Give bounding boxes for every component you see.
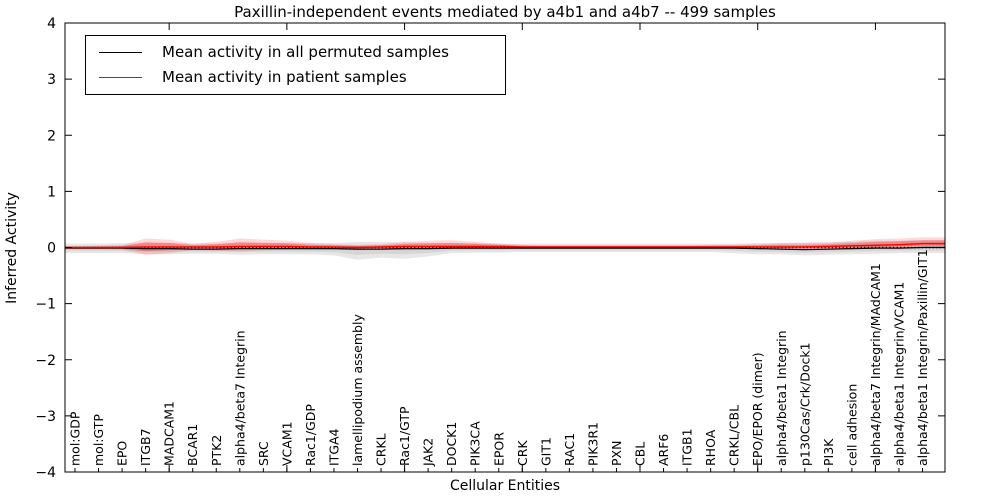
legend-label-patient: Mean activity in patient samples: [162, 68, 407, 87]
x-category-label: ITGA4: [326, 428, 341, 466]
x-category-label: cell adhesion: [844, 384, 859, 466]
x-category-label: EPO: [115, 441, 130, 466]
x-category-label: PI3K: [821, 438, 836, 466]
x-category-label: GIT1: [538, 437, 553, 466]
x-category-label: CRK: [515, 440, 530, 466]
patient-mean-line: [65, 242, 945, 249]
x-category-label: alpha4/beta7 Integrin/MAdCAM1: [868, 263, 883, 466]
patient-band-inner: [65, 240, 945, 252]
x-category-label: alpha4/beta1 Integrin: [774, 330, 789, 466]
legend-line-permuted-icon: [99, 52, 142, 53]
x-category-label: CRKL: [374, 433, 389, 466]
x-category-label: PIK3R1: [585, 422, 600, 466]
legend-entry-patient: Mean activity in patient samples: [86, 69, 505, 86]
x-category-label: CBL: [633, 442, 648, 466]
x-category-label: mol:GDP: [68, 411, 83, 466]
x-category-label: p130Cas/Crk/Dock1: [797, 342, 812, 466]
permuted-band-outer: [65, 240, 945, 260]
legend: Mean activity in all permuted samples Me…: [85, 35, 506, 95]
x-axis-label: Cellular Entities: [449, 478, 561, 494]
x-category-label: ITGB1: [680, 428, 695, 466]
x-category-label: alpha4/beta1 Integrin/Paxillin/GIT1: [915, 249, 930, 466]
y-tick-label: 2: [47, 128, 56, 144]
y-tick-label: −3: [35, 409, 56, 425]
legend-label-permuted: Mean activity in all permuted samples: [162, 43, 449, 62]
x-category-label: lamellipodium assembly: [350, 314, 365, 466]
x-category-label: SRC: [256, 441, 271, 466]
x-category-label: PTK2: [209, 435, 224, 466]
x-category-label: MADCAM1: [162, 401, 177, 466]
y-axis-label: Inferred Activity: [4, 192, 20, 304]
y-tick-label: −2: [35, 353, 56, 369]
y-tick-label: −1: [35, 297, 56, 313]
x-category-label: EPOR: [491, 432, 506, 466]
x-category-label: ARF6: [656, 434, 671, 466]
x-category-label: mol:GTP: [91, 414, 106, 466]
x-category-label: alpha4/beta1 Integrin/VCAM1: [891, 282, 906, 466]
x-category-label: DOCK1: [444, 422, 459, 466]
y-tick-label: 0: [47, 241, 56, 257]
x-category-label: JAK2: [421, 438, 436, 467]
x-category-label: PXN: [609, 441, 624, 466]
x-category-label: VCAM1: [279, 421, 294, 466]
legend-line-patient-icon: [99, 77, 142, 78]
legend-entry-permuted: Mean activity in all permuted samples: [86, 44, 505, 61]
y-tick-label: 4: [47, 16, 56, 32]
x-category-label: CRKL/CBL: [727, 405, 742, 466]
x-category-label: PIK3CA: [468, 421, 483, 466]
x-category-label: EPO/EPOR (dimer): [750, 352, 765, 466]
y-tick-label: −4: [35, 465, 56, 481]
x-category-label: alpha4/beta7 Integrin: [232, 330, 247, 466]
x-category-label: ITGB7: [138, 428, 153, 466]
x-category-label: RAC1: [562, 433, 577, 466]
x-category-label: Rac1/GTP: [397, 406, 412, 466]
x-category-label: BCAR1: [185, 424, 200, 466]
permuted-mean-line: [65, 246, 945, 251]
chart-title: Paxillin-independent events mediated by …: [234, 3, 776, 21]
x-category-label: Rac1/GDP: [303, 404, 318, 466]
y-tick-label: 3: [47, 72, 56, 88]
x-category-label: RHOA: [703, 429, 718, 466]
y-tick-label: 1: [47, 184, 56, 200]
